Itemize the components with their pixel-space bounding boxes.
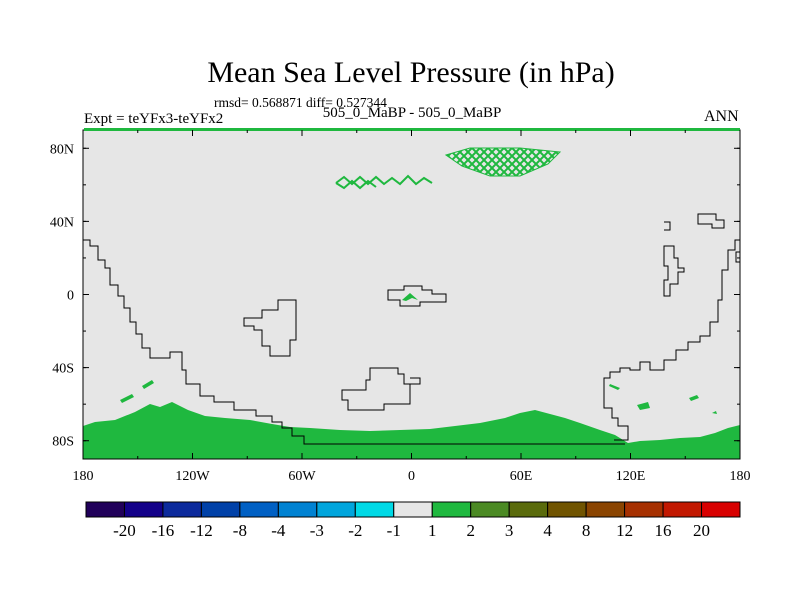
north-edge-band (84, 128, 740, 131)
colorbar-label: -8 (233, 521, 247, 540)
y-tick-label: 80S (52, 435, 74, 450)
coastline-equatorial-island (387, 285, 447, 307)
colorbar-swatch (354, 501, 395, 518)
chart-title: Mean Sea Level Pressure (in hPa) (207, 56, 615, 89)
colorbar-label: 20 (693, 521, 710, 540)
x-tick-label: 120E (616, 469, 646, 484)
colorbar-swatch (624, 501, 664, 518)
colorbar-swatch (316, 501, 356, 518)
coastline-americas-west (83, 239, 625, 445)
colorbar-swatch (85, 501, 125, 518)
colorbar: -20 -16 -12 -8 -4 -3 -2 -1 1 2 3 4 8 12 16 20 (85, 501, 741, 540)
colorbar-label: 8 (582, 521, 591, 540)
colorbar-label: -3 (310, 521, 324, 540)
x-tick-label: 120W (175, 469, 210, 484)
coastline-east-asia-land (735, 251, 740, 263)
colorbar-label: 4 (543, 521, 552, 540)
colorbar-label: -1 (387, 521, 401, 540)
arctic-positive-patch (335, 174, 433, 186)
colorbar-swatch (547, 501, 587, 518)
x-tick-label: 180 (73, 469, 94, 484)
coastline-island-chain (663, 245, 685, 297)
antarctic-positive-region (83, 402, 740, 459)
colorbar-label: 1 (428, 521, 437, 540)
colorbar-swatch (393, 501, 433, 518)
coastline-north-island (664, 221, 671, 231)
y-tick-label: 80N (50, 142, 74, 157)
colorbar-swatch (470, 501, 510, 518)
colorbar-label: -20 (113, 521, 136, 540)
positive-patch (402, 293, 418, 301)
colorbar-label: 16 (655, 521, 672, 540)
arctic-positive-patch (444, 147, 562, 177)
positive-patch (142, 380, 154, 389)
coastline-east-asia (603, 239, 740, 441)
colorbar-label: -4 (271, 521, 286, 540)
colorbar-label: 12 (616, 521, 633, 540)
y-tick-label: 40S (52, 362, 74, 377)
positive-patch (120, 394, 134, 403)
y-tick-label: 0 (67, 289, 74, 304)
x-tick-label: 60W (288, 469, 316, 484)
coastline-northeast-landmass (697, 213, 725, 229)
colorbar-label: 2 (466, 521, 475, 540)
colorbar-label: -2 (348, 521, 362, 540)
colorbar-label: -12 (190, 521, 213, 540)
x-tick-label: 180 (730, 469, 751, 484)
y-tick-label: 40N (50, 215, 74, 230)
coastline-south-america (243, 299, 297, 357)
coastline-south-atlantic-continent (341, 367, 411, 411)
x-tick-label: 0 (408, 469, 415, 484)
coastlines (83, 213, 740, 445)
colorbar-swatch (701, 501, 741, 518)
colorbar-swatch (277, 501, 318, 518)
experiment-label: Expt = teYFx3-teYFx2 (84, 111, 224, 127)
colorbar-swatch (162, 501, 202, 518)
x-tick-label: 60E (510, 469, 533, 484)
season-label: ANN (704, 108, 739, 125)
colorbar-swatch (585, 501, 626, 518)
case-label: 505_0_MaBP - 505_0_MaBP (322, 105, 502, 121)
colorbar-swatch (431, 501, 472, 518)
positive-patch (609, 384, 620, 390)
colorbar-label: 3 (505, 521, 514, 540)
stats-label: rmsd= 0.568871 diff= 0.527344 (214, 95, 387, 110)
positive-patch (712, 411, 717, 414)
axes: 180 120W 60W 0 60E 120E 180 80N 40N 0 40S 80S (50, 130, 751, 484)
colorbar-swatch (200, 501, 241, 518)
colorbar-swatch (508, 501, 549, 518)
colorbar-swatch (239, 501, 279, 518)
coastline-south-atlantic-continent (410, 377, 421, 385)
colorbar-label: -16 (152, 521, 175, 540)
positive-patch (689, 395, 699, 401)
colorbar-swatch (662, 501, 703, 518)
positive-patch (637, 402, 650, 410)
colorbar-swatch (123, 501, 164, 518)
arctic-positive-patch (335, 179, 377, 190)
